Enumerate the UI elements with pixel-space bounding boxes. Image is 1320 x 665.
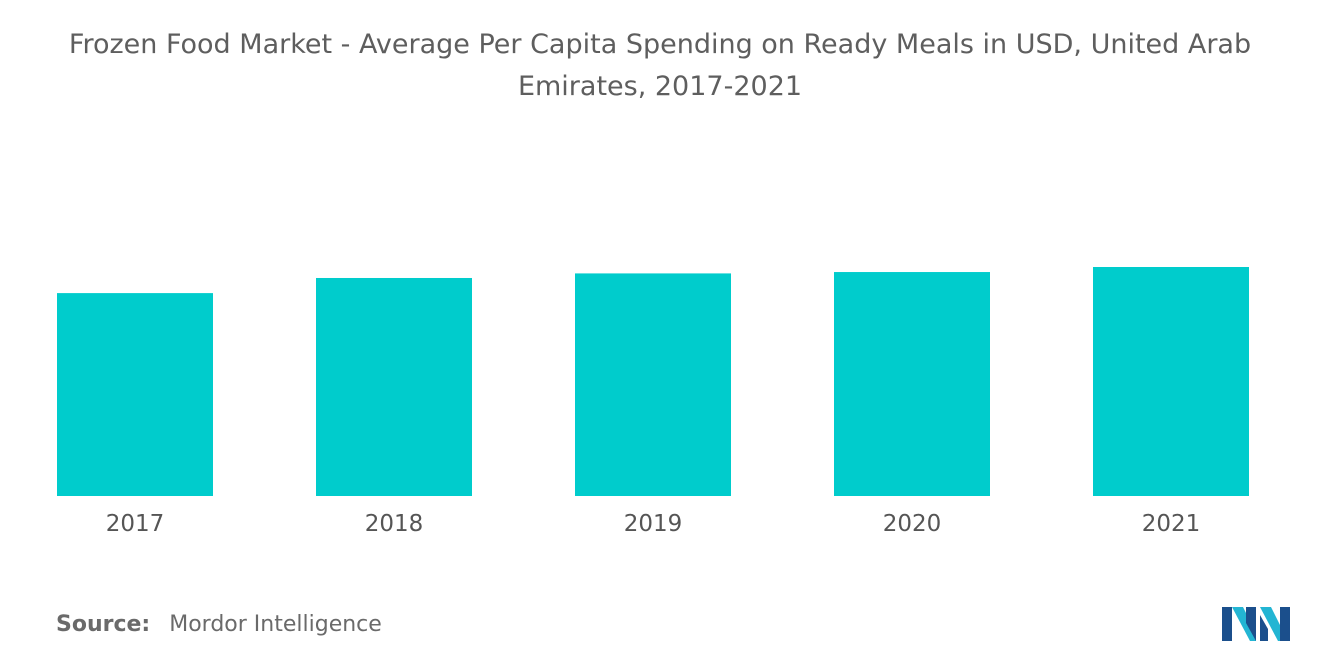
source-label: Source: xyxy=(56,612,151,637)
x-tick-label-2019: 2019 xyxy=(624,511,683,537)
source-value: Mordor Intelligence xyxy=(169,612,382,637)
logo-middle-bar xyxy=(1246,607,1256,641)
bar-2020 xyxy=(834,272,990,496)
logo-left-bar xyxy=(1222,607,1232,641)
logo-right-diagonal xyxy=(1260,607,1284,641)
bar-2017 xyxy=(57,293,213,496)
x-tick-label-2018: 2018 xyxy=(365,511,424,537)
bar-2018 xyxy=(316,277,472,496)
chart-title-line1: Frozen Food Market - Average Per Capita … xyxy=(68,29,1252,60)
mordor-intelligence-logo-icon xyxy=(1222,607,1290,641)
bar-group xyxy=(57,267,1249,496)
logo-right-bar xyxy=(1280,607,1290,641)
x-axis-tick-labels: 2017 2018 2019 2020 2021 xyxy=(106,511,1201,537)
logo-left-diagonal xyxy=(1232,607,1256,641)
bar-2021 xyxy=(1093,267,1249,496)
source-line: Source: Mordor Intelligence xyxy=(56,612,382,637)
x-tick-label-2021: 2021 xyxy=(1142,511,1201,537)
chart-title-line2: Emirates, 2017-2021 xyxy=(517,71,803,102)
chart-title: Frozen Food Market - Average Per Capita … xyxy=(0,24,1320,108)
x-tick-label-2020: 2020 xyxy=(883,511,942,537)
x-tick-label-2017: 2017 xyxy=(106,511,165,537)
bar-2019 xyxy=(575,273,731,496)
logo-inner-bar xyxy=(1260,615,1268,641)
